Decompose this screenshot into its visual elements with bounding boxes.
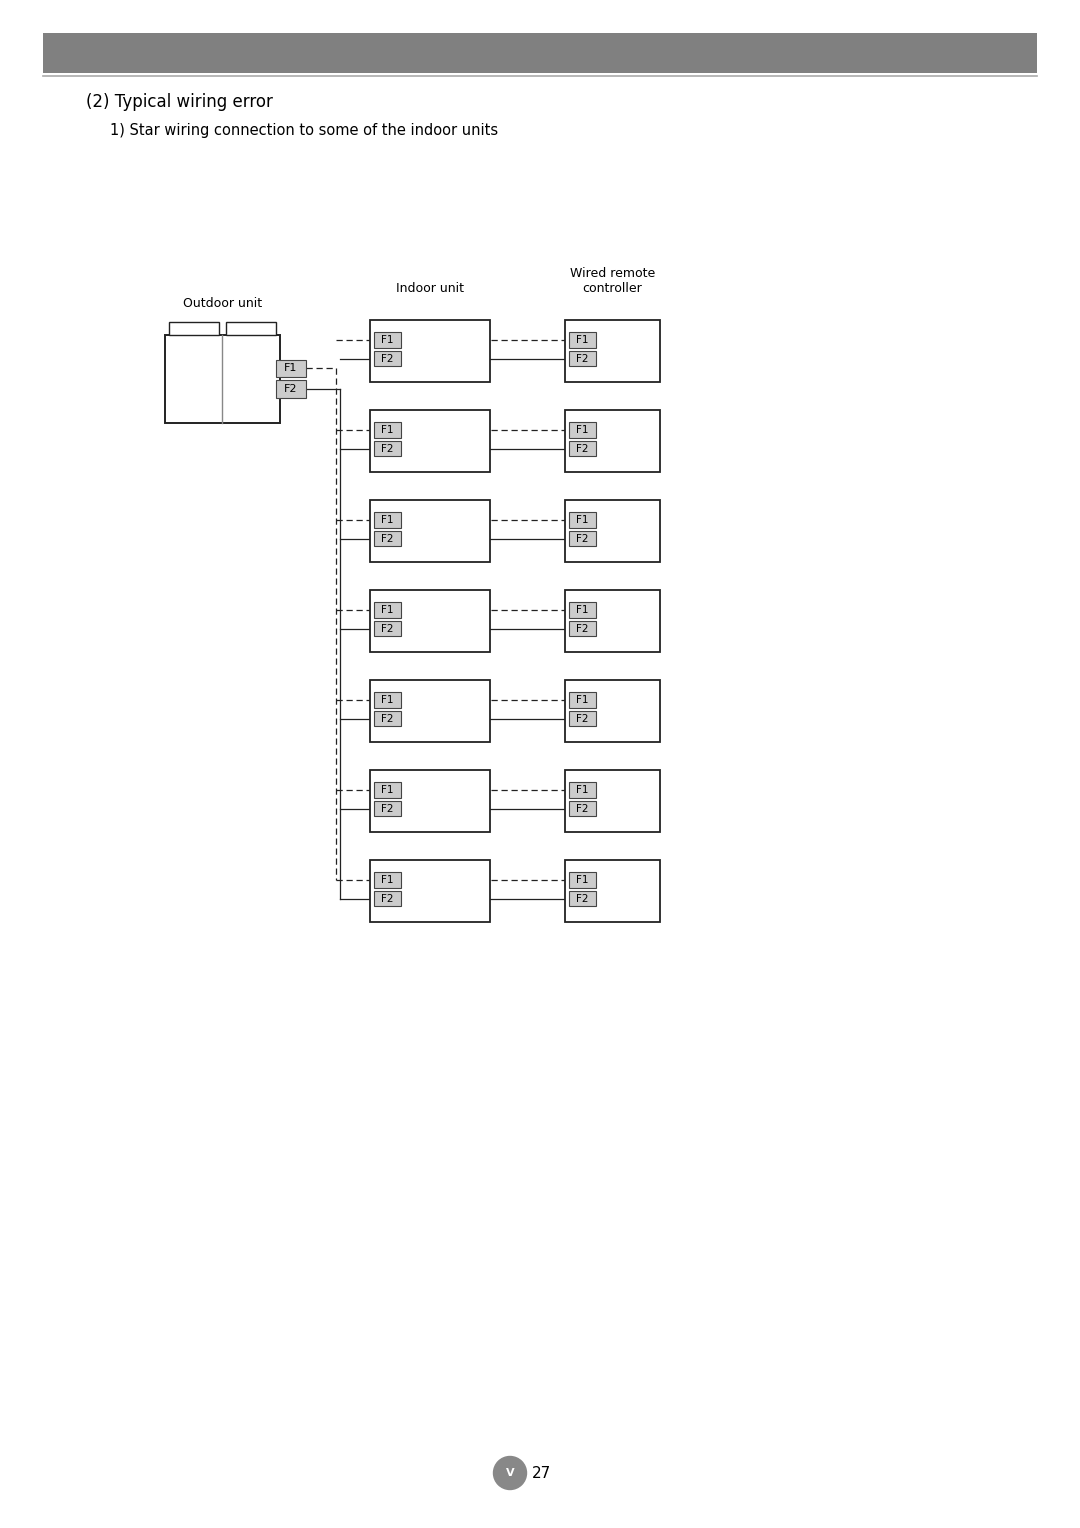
Text: F2: F2 — [381, 533, 394, 544]
Text: F1: F1 — [577, 785, 589, 795]
Text: F1: F1 — [381, 785, 394, 795]
Bar — [370, 590, 490, 652]
Text: F2: F2 — [577, 804, 589, 814]
Bar — [569, 801, 596, 816]
Bar — [569, 711, 596, 726]
Text: F1: F1 — [381, 605, 394, 616]
Bar — [276, 359, 306, 377]
Circle shape — [494, 1456, 527, 1490]
Text: F1: F1 — [577, 605, 589, 616]
Bar — [569, 332, 596, 348]
Bar — [569, 422, 596, 439]
Text: F2: F2 — [381, 623, 394, 634]
Bar — [374, 872, 401, 888]
Text: (2) Typical wiring error: (2) Typical wiring error — [86, 93, 273, 112]
Bar — [370, 500, 490, 562]
Text: F1: F1 — [577, 425, 589, 435]
Text: V: V — [505, 1468, 514, 1478]
Bar — [374, 602, 401, 617]
Text: F1: F1 — [284, 364, 298, 373]
Text: F1: F1 — [381, 335, 394, 345]
Bar — [276, 380, 306, 397]
Text: F2: F2 — [381, 353, 394, 364]
Text: F2: F2 — [381, 443, 394, 454]
Bar — [374, 512, 401, 527]
Bar — [374, 891, 401, 906]
Bar — [370, 410, 490, 472]
Text: F1: F1 — [381, 425, 394, 435]
Bar — [227, 322, 276, 335]
Text: F1: F1 — [577, 695, 589, 704]
Text: F2: F2 — [577, 353, 589, 364]
Bar — [168, 322, 218, 335]
Text: F2: F2 — [284, 384, 298, 394]
Bar — [370, 860, 490, 923]
Bar — [370, 770, 490, 833]
Text: Outdoor unit: Outdoor unit — [183, 296, 262, 310]
Text: F2: F2 — [577, 894, 589, 903]
Bar — [565, 410, 660, 472]
Bar — [374, 801, 401, 816]
Bar — [374, 692, 401, 707]
Bar — [569, 602, 596, 617]
Bar — [374, 422, 401, 439]
Bar — [565, 860, 660, 923]
Bar — [565, 321, 660, 382]
Bar — [565, 590, 660, 652]
Bar — [370, 321, 490, 382]
Text: Indoor unit: Indoor unit — [396, 283, 464, 295]
Text: 1) Star wiring connection to some of the indoor units: 1) Star wiring connection to some of the… — [110, 122, 498, 138]
Bar — [374, 351, 401, 367]
Bar — [569, 782, 596, 798]
Bar — [43, 34, 1037, 73]
Bar — [374, 332, 401, 348]
Text: F2: F2 — [381, 894, 394, 903]
Text: F1: F1 — [577, 876, 589, 885]
Bar — [370, 680, 490, 743]
Bar — [565, 500, 660, 562]
Bar — [569, 442, 596, 457]
Text: F2: F2 — [577, 623, 589, 634]
Bar — [374, 711, 401, 726]
Bar — [569, 512, 596, 527]
Text: F1: F1 — [381, 515, 394, 526]
Bar — [374, 620, 401, 637]
Text: F1: F1 — [577, 515, 589, 526]
Text: F1: F1 — [381, 695, 394, 704]
Bar — [569, 891, 596, 906]
Bar — [569, 692, 596, 707]
Bar — [569, 530, 596, 547]
Bar — [374, 530, 401, 547]
Text: F2: F2 — [577, 533, 589, 544]
Bar — [565, 770, 660, 833]
Bar — [165, 335, 280, 423]
Bar — [374, 442, 401, 457]
Text: 27: 27 — [532, 1465, 551, 1481]
Text: F1: F1 — [577, 335, 589, 345]
Bar — [569, 351, 596, 367]
Text: F2: F2 — [381, 804, 394, 814]
Bar — [569, 872, 596, 888]
Bar — [565, 680, 660, 743]
Bar — [569, 620, 596, 637]
Text: Wired remote
controller: Wired remote controller — [570, 267, 656, 295]
Text: F2: F2 — [381, 714, 394, 724]
Text: F2: F2 — [577, 714, 589, 724]
Bar — [374, 782, 401, 798]
Text: F1: F1 — [381, 876, 394, 885]
Text: F2: F2 — [577, 443, 589, 454]
